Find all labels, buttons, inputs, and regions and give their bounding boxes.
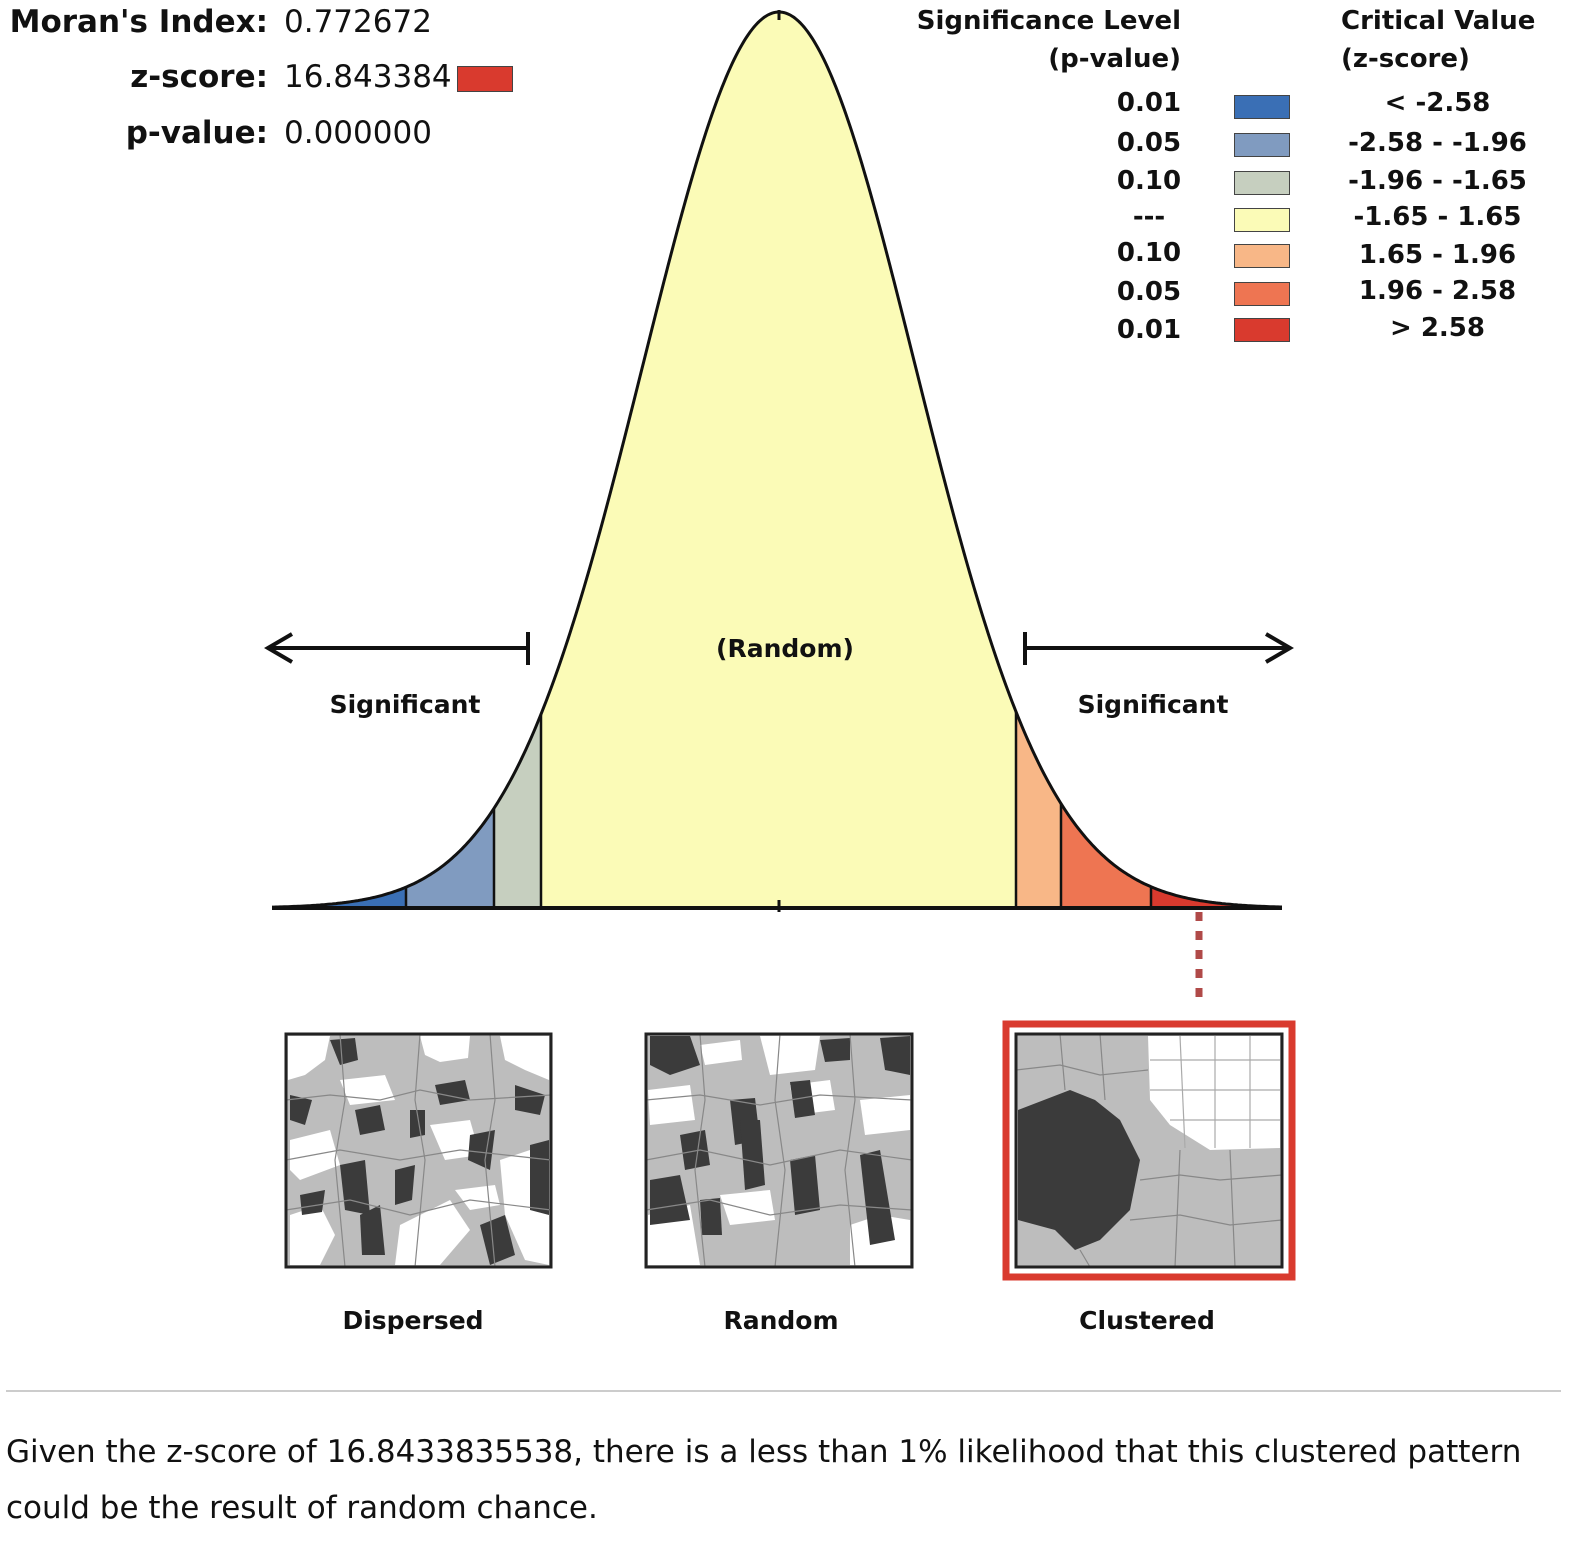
legend-swatch-1 <box>1234 133 1290 157</box>
curve-region-6 <box>1151 886 1282 908</box>
legend-pvalue: --- <box>1132 202 1166 232</box>
morans-index-value: 0.772672 <box>284 4 432 40</box>
p-value-label: p-value: <box>125 115 268 151</box>
legend-pvalue: 0.10 <box>1116 238 1182 268</box>
normal-distribution-curve <box>264 10 1294 1000</box>
dispersed-pattern-map <box>284 1032 553 1269</box>
z-score-color-swatch <box>457 66 513 92</box>
right-significant-arrow <box>1023 632 1294 665</box>
clustered-pattern-map <box>1002 1020 1296 1281</box>
legend-swatch-3 <box>1234 208 1290 232</box>
left-significant-arrow <box>264 632 530 665</box>
legend-swatch-6 <box>1234 318 1290 342</box>
z-score-value: 16.843384 <box>284 59 452 95</box>
legend-pvalue: 0.01 <box>1116 315 1182 345</box>
morans-index-label: Moran's Index: <box>9 4 268 40</box>
critical-value-header-subtitle: (z-score) <box>1341 44 1470 74</box>
curve-region-1 <box>406 808 494 908</box>
legend-zrange: -1.65 - 1.65 <box>1353 202 1522 232</box>
p-value-value: 0.000000 <box>284 115 432 151</box>
curve-region-0 <box>272 887 406 908</box>
random-pattern-label: Random <box>723 1306 839 1335</box>
dispersed-label: Dispersed <box>342 1306 484 1335</box>
random-region-label: (Random) <box>716 634 854 663</box>
curve-region-3 <box>541 12 1016 908</box>
legend-pvalue: 0.05 <box>1116 128 1182 158</box>
clustered-label: Clustered <box>1079 1306 1215 1335</box>
critical-value-header: Critical Value (z-score) <box>1341 2 1535 78</box>
random-pattern-map <box>644 1032 914 1269</box>
legend-pvalue: 0.05 <box>1116 277 1182 307</box>
right-significant-label: Significant <box>1077 690 1229 719</box>
legend-swatch-4 <box>1234 244 1290 268</box>
legend-swatch-5 <box>1234 282 1290 306</box>
legend-zrange: 1.65 - 1.96 <box>1358 240 1517 270</box>
legend-zrange: 1.96 - 2.58 <box>1358 276 1517 306</box>
curve-region-5 <box>1061 803 1151 908</box>
significance-header: Significance Level (p-value) <box>917 2 1181 78</box>
significance-header-subtitle: (p-value) <box>1048 44 1181 74</box>
curve-region-4 <box>1016 711 1061 908</box>
significance-header-title: Significance Level <box>916 6 1181 36</box>
legend-zrange: > 2.58 <box>1390 313 1485 343</box>
legend-zrange: < -2.58 <box>1384 88 1491 118</box>
legend-zrange: -1.96 - -1.65 <box>1348 166 1527 196</box>
curve-outline <box>272 10 1282 909</box>
p-value-row: p-value: 0.000000 <box>8 115 568 167</box>
curve-region-dividers <box>404 711 1153 908</box>
legend-zrange: -2.58 - -1.96 <box>1348 128 1527 158</box>
curve-region-2 <box>494 714 541 908</box>
morans-index-row: Moran's Index: 0.772672 <box>8 4 568 56</box>
left-significant-label: Significant <box>329 690 481 719</box>
result-summary: Given the z-score of 16.8433835538, ther… <box>6 1434 1522 1526</box>
critical-value-header-title: Critical Value <box>1341 6 1536 36</box>
curve-region-fills <box>272 12 1282 908</box>
legend-swatch-0 <box>1234 95 1290 119</box>
legend-pvalue: 0.10 <box>1116 166 1182 196</box>
legend-pvalue: 0.01 <box>1116 88 1182 118</box>
z-score-row: z-score: 16.843384 <box>8 59 568 111</box>
section-divider <box>6 1390 1561 1392</box>
z-score-label: z-score: <box>130 59 268 95</box>
legend-swatch-2 <box>1234 171 1290 195</box>
